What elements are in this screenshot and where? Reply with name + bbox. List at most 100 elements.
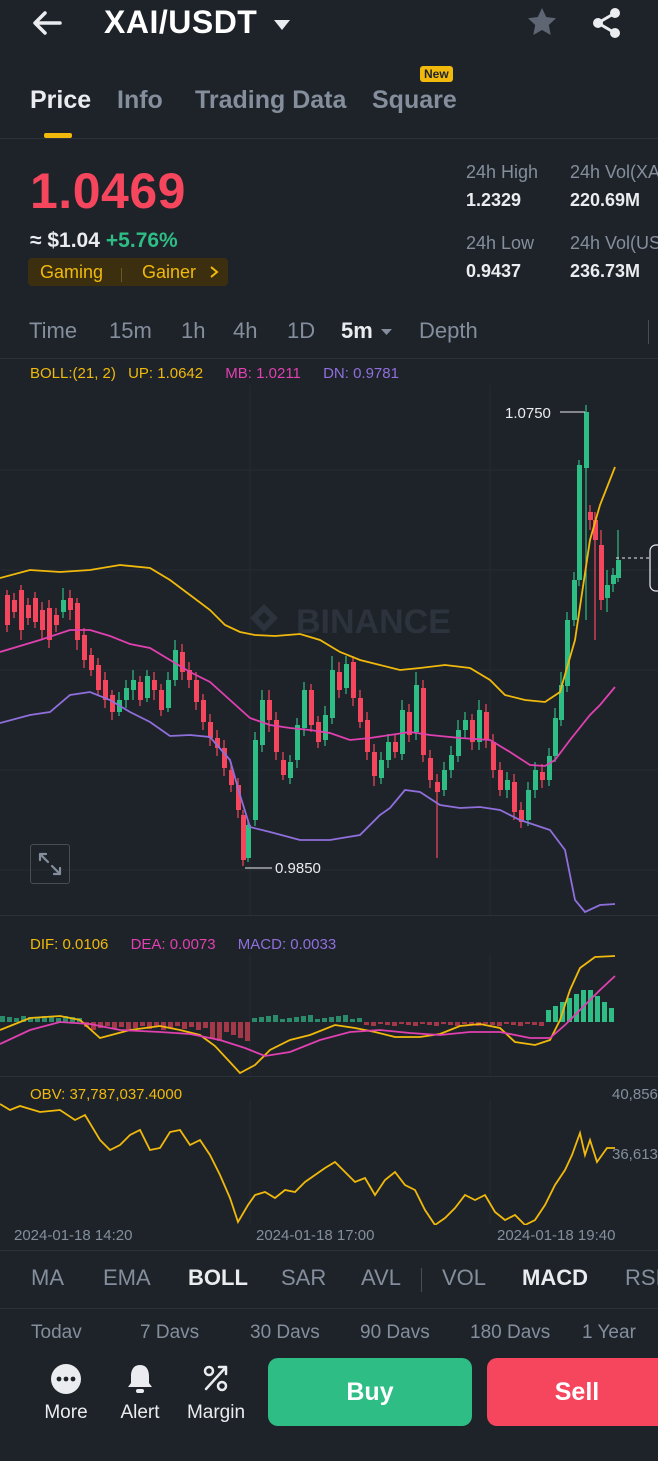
- macd-bar: [7, 1017, 12, 1022]
- candle: [47, 600, 52, 648]
- candle-body: [40, 610, 45, 630]
- candle-body: [89, 655, 94, 670]
- macd-bar: [350, 1019, 355, 1022]
- candle-body: [267, 700, 272, 720]
- candle-body: [512, 782, 517, 812]
- macd-grid: [249, 955, 491, 1075]
- favorite-button[interactable]: [526, 6, 558, 38]
- tab-square[interactable]: Square: [372, 86, 457, 114]
- candle: [533, 762, 538, 798]
- obv-chart[interactable]: [0, 1100, 658, 1225]
- alert-button[interactable]: Alert: [110, 1358, 170, 1428]
- macd-dif-line: [0, 955, 616, 1075]
- indicator-avl[interactable]: AVL: [361, 1265, 401, 1290]
- tag-gaming[interactable]: Gaming: [40, 262, 104, 282]
- indicator-ema[interactable]: EMA: [103, 1265, 151, 1290]
- macd-legend: DIF: 0.0106 DEA: 0.0073 MACD: 0.0033: [30, 936, 336, 953]
- share-button[interactable]: [590, 6, 624, 40]
- macd-bar: [168, 1022, 173, 1028]
- tf-15m[interactable]: 15m: [109, 318, 152, 343]
- indicator-macd[interactable]: MACD: [522, 1265, 588, 1290]
- macd-bar: [434, 1022, 439, 1026]
- candle: [180, 644, 185, 680]
- back-button[interactable]: [30, 6, 64, 40]
- candle-body: [599, 545, 604, 600]
- macd-bar: [602, 1002, 607, 1022]
- candle-body: [274, 720, 279, 752]
- tab-price[interactable]: Price: [30, 86, 92, 114]
- candle-body: [470, 720, 475, 742]
- period-today[interactable]: Todav: [31, 1322, 82, 1343]
- candle: [351, 656, 356, 706]
- boll-mb-line: [0, 629, 616, 767]
- tf-1h[interactable]: 1h: [181, 318, 206, 343]
- indicator-ma[interactable]: MA: [31, 1265, 64, 1290]
- candle: [593, 512, 598, 640]
- macd-bar: [371, 1022, 376, 1026]
- time-label-3: 2024-01-18 19:40: [497, 1227, 616, 1244]
- tab-trading-data[interactable]: Trading Data: [195, 86, 347, 114]
- candle: [241, 810, 246, 866]
- candle-body: [421, 688, 426, 755]
- boll-dn: DN: 0.9781: [323, 365, 399, 382]
- margin-button[interactable]: Margin: [183, 1358, 249, 1428]
- macd-bar: [182, 1022, 187, 1029]
- macd-bar: [469, 1022, 474, 1025]
- period-1y[interactable]: 1 Year: [582, 1322, 636, 1343]
- period-30d[interactable]: 30 Davs: [250, 1322, 320, 1343]
- candle: [33, 592, 38, 628]
- obv-divider: [0, 1076, 658, 1077]
- candle-body: [222, 748, 227, 768]
- candle-body: [12, 600, 17, 612]
- tf-depth[interactable]: Depth: [419, 318, 478, 343]
- pair-selector[interactable]: XAI/USDT: [104, 4, 291, 41]
- candle: [605, 570, 610, 612]
- margin-label: Margin: [186, 1402, 246, 1423]
- macd-bar: [441, 1022, 446, 1024]
- macd-chart[interactable]: [0, 955, 658, 1075]
- candle-body: [75, 603, 80, 640]
- indicator-boll[interactable]: BOLL: [188, 1265, 248, 1290]
- macd-bar: [588, 990, 593, 1022]
- candle: [599, 530, 604, 610]
- indicator-rsi[interactable]: RSI: [625, 1265, 658, 1290]
- fullscreen-button[interactable]: [30, 844, 70, 884]
- tf-5m[interactable]: 5m: [341, 318, 392, 344]
- tag-box[interactable]: [28, 258, 228, 286]
- tf-time[interactable]: Time: [29, 318, 78, 343]
- more-button[interactable]: More: [36, 1358, 96, 1428]
- period-180d[interactable]: 180 Davs: [470, 1322, 551, 1343]
- tag-gainer[interactable]: Gainer: [142, 262, 197, 282]
- candle: [428, 750, 433, 788]
- vol-base-label: 24h Vol(XA: [570, 162, 658, 182]
- macd-bar: [217, 1022, 222, 1041]
- indicator-vol[interactable]: VOL: [442, 1265, 487, 1290]
- candlestick-chart[interactable]: BINANCE 1.0750 0.9850: [0, 385, 658, 915]
- macd-bar: [63, 1016, 68, 1022]
- candle: [124, 680, 129, 708]
- macd-bar: [483, 1022, 488, 1024]
- candle: [222, 740, 227, 776]
- tf-4h[interactable]: 4h: [233, 318, 258, 343]
- macd-divider: [0, 915, 658, 916]
- candle-body: [559, 685, 564, 720]
- macd-bar: [308, 1015, 313, 1022]
- tf-1d[interactable]: 1D: [287, 318, 316, 343]
- period-7d[interactable]: 7 Davs: [140, 1322, 200, 1343]
- more-label: More: [44, 1402, 88, 1423]
- indicator-sar[interactable]: SAR: [281, 1265, 327, 1290]
- candle: [540, 764, 545, 788]
- period-90d[interactable]: 90 Davs: [360, 1322, 430, 1343]
- usd-approx: ≈ $1.04: [30, 229, 100, 252]
- macd-value: MACD: 0.0033: [237, 936, 337, 953]
- candle-body: [379, 760, 384, 778]
- low-label: 24h Low: [466, 233, 535, 253]
- macd-bar: [252, 1018, 257, 1022]
- buy-button[interactable]: Buy: [268, 1358, 472, 1426]
- sell-button[interactable]: Sell: [487, 1358, 658, 1426]
- candle: [588, 505, 593, 530]
- tab-info[interactable]: Info: [117, 86, 163, 114]
- caret-down-icon: [380, 329, 392, 336]
- candle-body: [26, 605, 31, 618]
- macd-bar: [413, 1022, 418, 1026]
